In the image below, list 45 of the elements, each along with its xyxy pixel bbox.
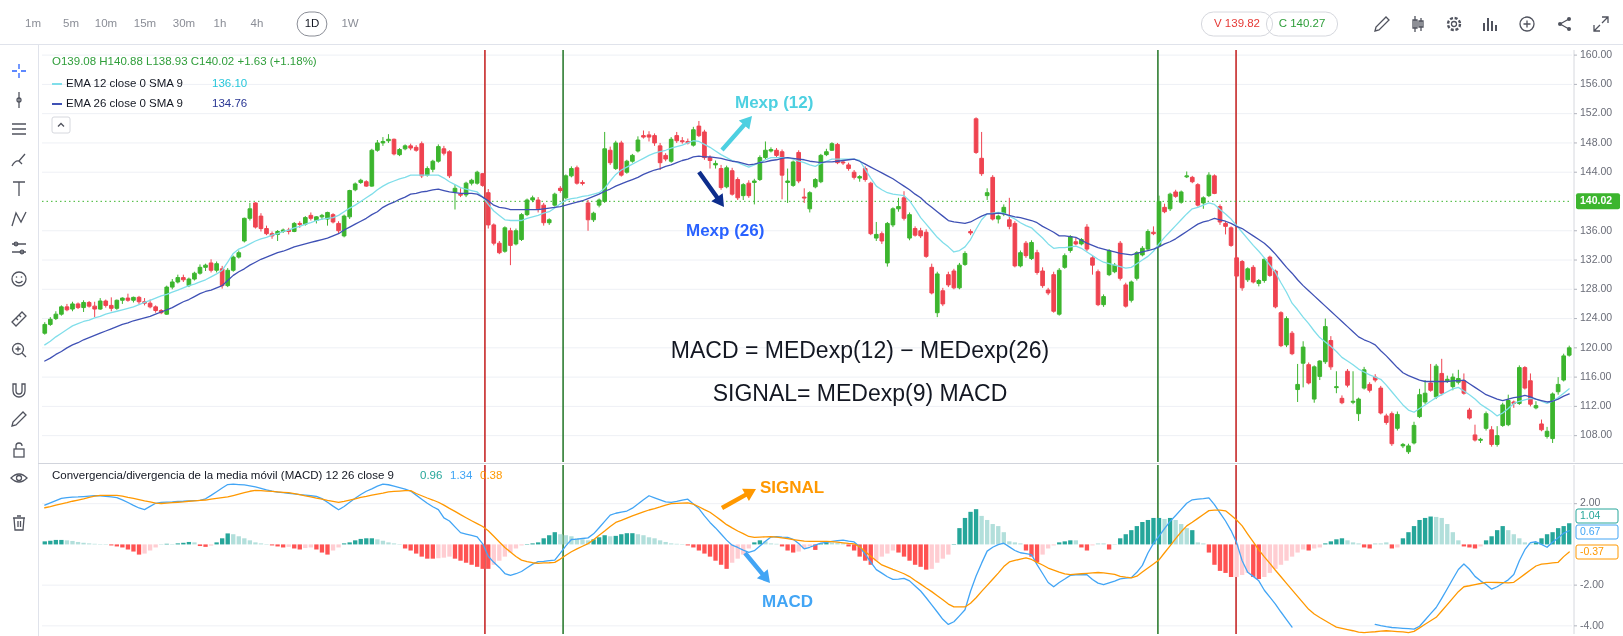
- legend-label: EMA 12 close 0 SMA 9: [66, 77, 183, 90]
- text: -0.37: [1580, 544, 1605, 557]
- legend-label: SIGNAL: [760, 478, 825, 498]
- y-tick-label: 132.00: [1580, 252, 1613, 265]
- y-tick-label: -2.00: [1580, 577, 1605, 590]
- y-tick-label: 160.00: [1580, 47, 1613, 60]
- y-tick-label: 124.00: [1580, 311, 1613, 324]
- annotation: 0.96: [420, 469, 443, 482]
- y-tick-label: 152.00: [1580, 106, 1613, 119]
- annotation: 136.10: [212, 77, 248, 90]
- y-tick-label: 148.00: [1580, 135, 1613, 148]
- annotation: 134.76: [212, 97, 248, 110]
- y-tick-label: 2.00: [1580, 496, 1601, 509]
- text: 0.67: [1580, 524, 1601, 537]
- y-tick-label: 144.00: [1580, 164, 1613, 177]
- text: 1h: [213, 17, 227, 30]
- y-tick-label: 128.00: [1580, 282, 1613, 295]
- y-tick-label: 156.00: [1580, 77, 1613, 90]
- y-tick-label: 120.00: [1580, 340, 1613, 353]
- text: 1W: [341, 17, 359, 30]
- y-tick-label: 108.00: [1580, 428, 1613, 441]
- text: 10m: [94, 17, 118, 30]
- y-tick-label: -4.00: [1580, 618, 1605, 631]
- text: 5m: [63, 17, 79, 30]
- annotation: Mexp (26): [686, 221, 765, 241]
- y-tick-label: 136.00: [1580, 223, 1613, 236]
- annotation: 1.34: [450, 469, 473, 482]
- annotation: SIGNAL= MEDexp(9) MACD: [712, 380, 1008, 407]
- text: V 139.82: [1213, 17, 1261, 30]
- text: 1m: [25, 17, 41, 30]
- annotation: O139.08 H140.88 L138.93 C140.02 +1.63 (+1.18%): [52, 55, 317, 68]
- y-tick-label: 112.00: [1580, 399, 1612, 412]
- ref-line-label: 140.02: [1580, 194, 1613, 207]
- text: 1D: [304, 17, 320, 30]
- text: 30m: [172, 17, 196, 30]
- chart-title: Convergencia/divergencia de la media móvil (MACD) 12 26 close 9: [52, 469, 394, 482]
- text: 4h: [250, 17, 264, 30]
- text: 15m: [133, 17, 157, 30]
- text: C 140.27: [1278, 17, 1326, 30]
- y-tick-label: 116.00: [1580, 369, 1612, 382]
- annotation: Mexp (12): [735, 93, 814, 113]
- annotation: MACD = MEDexp(12) − MEDexp(26): [670, 337, 1050, 364]
- legend-label: EMA 26 close 0 SMA 9: [66, 97, 183, 110]
- text: 1.04: [1580, 508, 1601, 521]
- text: MACD: [762, 592, 813, 612]
